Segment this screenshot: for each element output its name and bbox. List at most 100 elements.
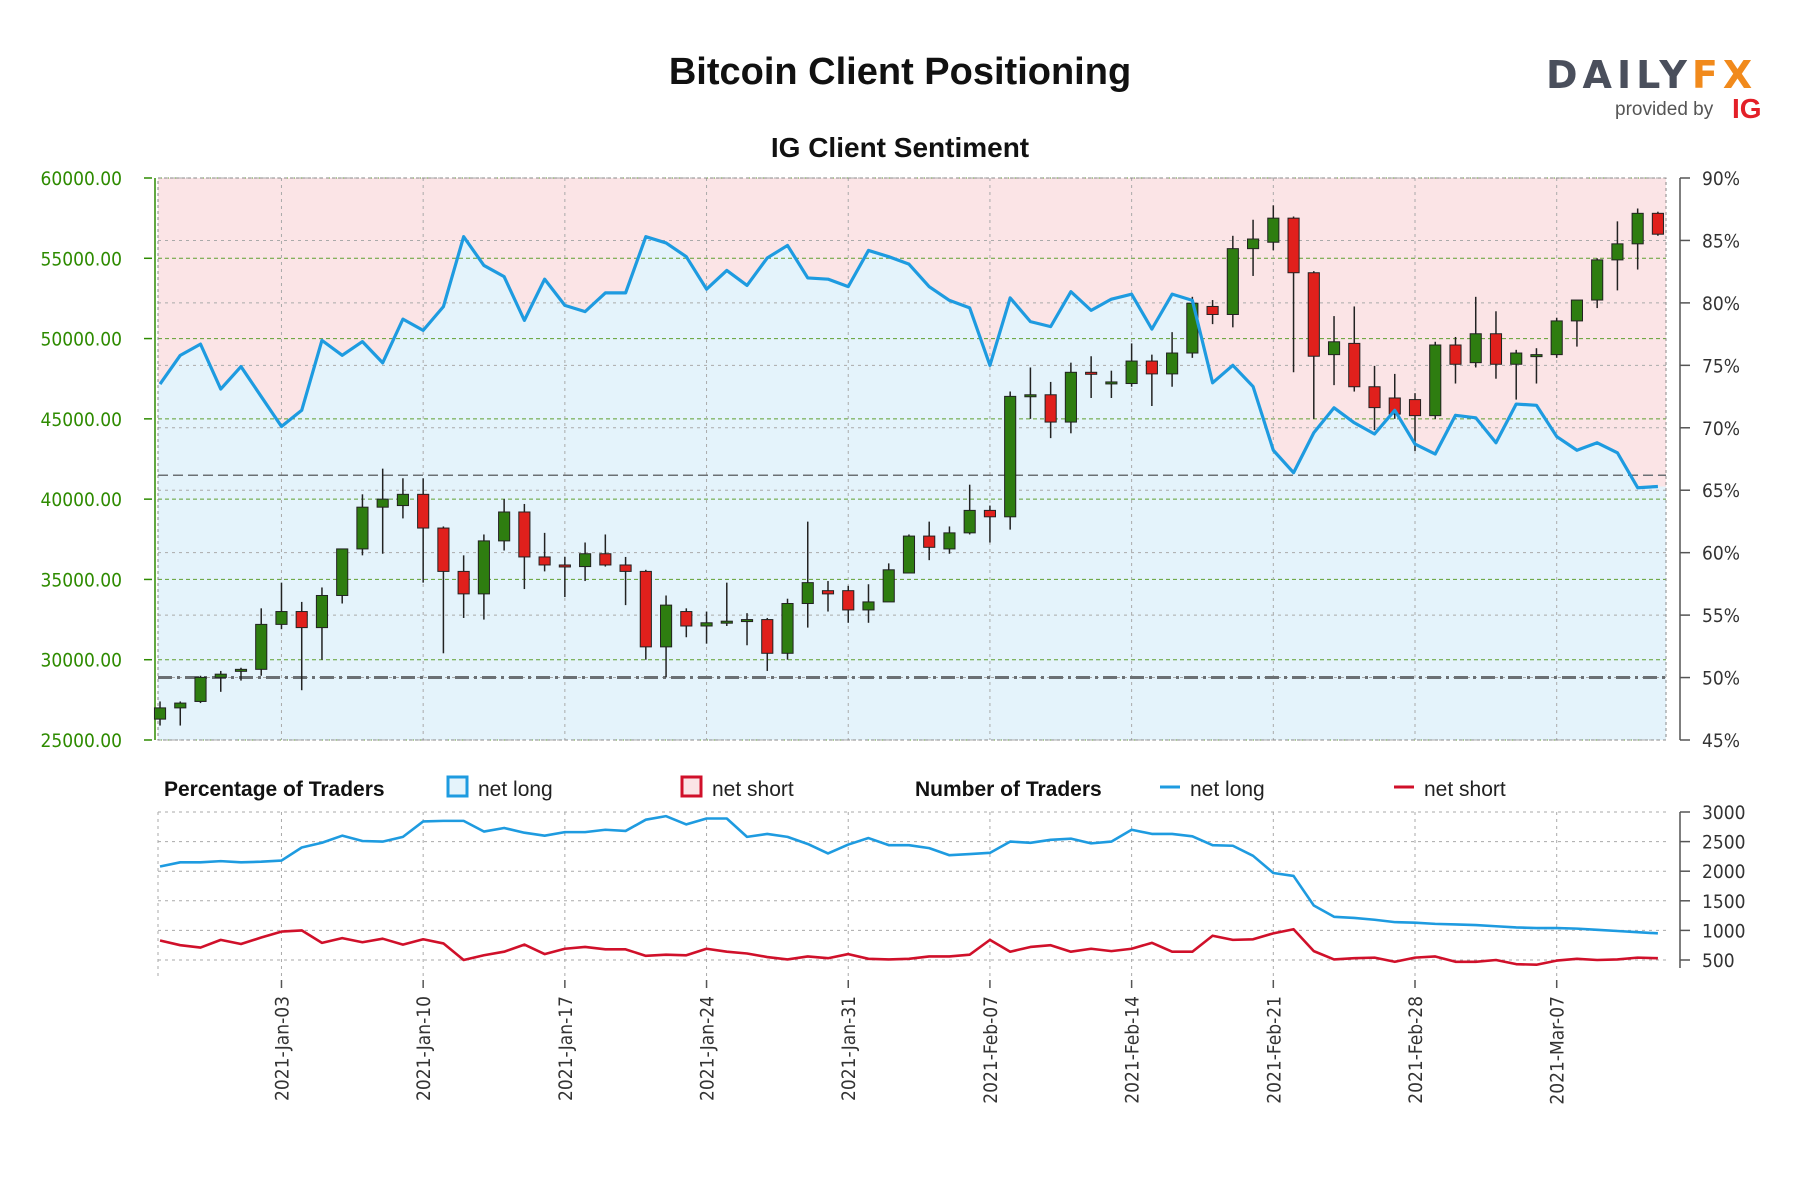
date-tick-label: 2021-Mar-07: [1547, 996, 1569, 1105]
candle-up: [498, 511, 511, 542]
candle-up: [1166, 352, 1179, 375]
candle-down: [1145, 360, 1158, 375]
price-tick-label: 40000.00: [40, 489, 122, 511]
legend-num-title: Number of Traders: [915, 778, 1102, 801]
net-long-area: [158, 236, 1666, 740]
legend-num-long-label: net long: [1190, 778, 1265, 801]
candle-up: [1247, 238, 1260, 250]
candle-up: [902, 535, 916, 574]
candle-down: [842, 590, 855, 611]
date-tick-label: 2021-Jan-10: [413, 996, 435, 1101]
candle-down: [680, 611, 693, 627]
candle-up: [659, 604, 673, 648]
candle-up: [1530, 354, 1543, 358]
legend-pct-short-label: net short: [712, 778, 794, 801]
candle-up: [740, 619, 754, 623]
legend: Percentage of Traders net long net short…: [164, 775, 1506, 801]
candle-up: [396, 493, 409, 507]
date-tick-label: 2021-Feb-14: [1122, 996, 1144, 1104]
sentiment-tick-label: 70%: [1702, 418, 1740, 440]
count-tick-label: 1500: [1702, 891, 1746, 913]
legend-pct-long-swatch: [446, 775, 469, 798]
net-long-pct-line: [158, 235, 1658, 490]
sentiment-tick-label: 85%: [1702, 230, 1740, 252]
candle-down: [417, 493, 430, 529]
candle-up: [1004, 395, 1017, 518]
chart-title: Bitcoin Client Positioning: [669, 51, 1131, 93]
candle-down: [518, 511, 531, 558]
date-tick-label: 2021-Feb-21: [1263, 996, 1285, 1104]
price-tick-label: 60000.00: [40, 168, 122, 190]
candle-up: [943, 532, 956, 550]
logo-daily: DAILY: [1546, 53, 1692, 97]
candle-up: [194, 676, 207, 702]
trader-count-panel: 3000 2500 2000 1500 1000 500: [157, 802, 1746, 980]
sentiment-tick-label: 90%: [1702, 168, 1740, 190]
candle-up: [862, 601, 875, 611]
count-tick-label: 2000: [1702, 861, 1746, 883]
sentiment-tick-label: 80%: [1702, 293, 1740, 315]
candle-up: [214, 673, 227, 678]
candle-down: [1408, 399, 1422, 417]
candle-up: [781, 603, 794, 654]
candle-down: [923, 535, 936, 548]
candle-up: [315, 594, 329, 629]
candle-up: [1570, 299, 1584, 322]
candle-up: [376, 498, 389, 508]
candle-down: [437, 527, 450, 572]
candle-down: [619, 564, 632, 572]
date-tick-label: 2021-Jan-31: [838, 996, 860, 1101]
candle-down: [1489, 333, 1503, 365]
candle-down: [1388, 397, 1401, 415]
sentiment-tick-label: 50%: [1702, 668, 1740, 690]
candle-up: [1105, 381, 1118, 385]
candle-up: [1611, 243, 1624, 261]
price-tick-label: 45000.00: [40, 409, 122, 431]
candle-down: [1044, 394, 1057, 423]
candle-down: [821, 590, 835, 595]
candle-down: [639, 570, 652, 648]
candle-up: [1510, 352, 1523, 365]
logo-fx: FX: [1692, 53, 1757, 97]
candle-down: [558, 564, 571, 568]
count-tick-label: 3000: [1702, 802, 1746, 824]
price-sentiment-panel: 60000.00 55000.00 50000.00 45000.00 40000.00…: [40, 168, 1740, 752]
net-short-count-line: [159, 927, 1658, 967]
sentiment-tick-label: 65%: [1702, 480, 1740, 502]
logo-provided-by: provided by: [1615, 99, 1714, 120]
candle-up: [1469, 333, 1482, 364]
price-tick-label: 30000.00: [40, 650, 122, 672]
candle-up: [255, 623, 268, 670]
sentiment-tick-label: 75%: [1702, 355, 1740, 377]
candle-up: [963, 509, 976, 534]
candle-up: [356, 506, 369, 550]
candle-down: [1287, 217, 1300, 274]
legend-pct-short-swatch: [680, 775, 703, 798]
candle-down: [457, 570, 470, 595]
candle-up: [174, 702, 187, 709]
candle-down: [1368, 386, 1381, 409]
candle-down: [1348, 342, 1361, 388]
legend-pct-title: Percentage of Traders: [164, 778, 385, 801]
candle-up: [882, 569, 895, 603]
candle-up: [720, 620, 733, 624]
price-tick-label: 35000.00: [40, 569, 122, 591]
logo-ig: IG: [1732, 93, 1762, 124]
candle-up: [1591, 259, 1604, 301]
date-tick-label: 2021-Feb-07: [980, 996, 1002, 1104]
candle-up: [477, 540, 490, 595]
plot-frame: [157, 177, 1667, 741]
candle-down: [1651, 212, 1664, 235]
svg-text:DAILYFX: DAILYFX: [1546, 53, 1757, 97]
candle-up: [1631, 212, 1644, 245]
price-tick-label: 25000.00: [40, 730, 122, 752]
date-tick-label: 2021-Jan-24: [697, 996, 719, 1101]
sentiment-tick-label: 55%: [1702, 605, 1740, 627]
date-tick-label: 2021-Jan-17: [555, 996, 577, 1101]
candle-down: [599, 553, 612, 566]
candle-down: [983, 509, 996, 518]
date-tick-label: 2021-Jan-03: [271, 996, 293, 1101]
legend-pct-long-label: net long: [478, 778, 553, 801]
sentiment-tick-label: 60%: [1702, 543, 1740, 565]
candle-up: [153, 707, 167, 720]
